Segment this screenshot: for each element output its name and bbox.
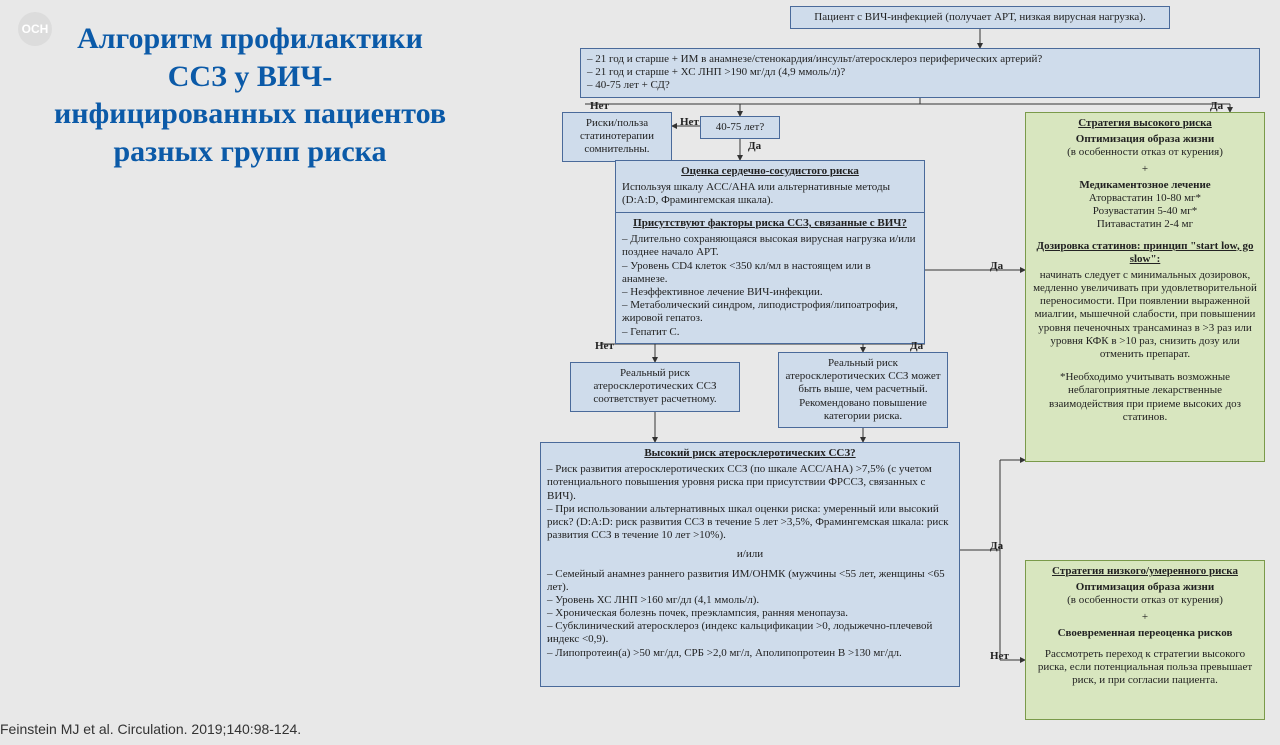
node-n5: Оценка сердечно-сосудистого рискаИспольз… <box>615 160 925 213</box>
node-n9: Высокий риск атеросклеротических ССЗ?– Р… <box>540 442 960 687</box>
node-g1: Стратегия высокого рискаОптимизация обра… <box>1025 112 1265 462</box>
edge-label: Да <box>910 340 923 352</box>
page-title: Алгоритм профилактики ССЗ у ВИЧ-инфициро… <box>50 20 450 170</box>
node-n3: Риски/польза статинотерапии сомнительны. <box>562 112 672 162</box>
node-n8: Реальный риск атеросклеротических ССЗ мо… <box>778 352 948 428</box>
node-g2: Стратегия низкого/умеренного рискаОптими… <box>1025 560 1265 720</box>
node-n1: Пациент с ВИЧ-инфекцией (получает АРТ, н… <box>790 6 1170 29</box>
edge-label: Да <box>748 140 761 152</box>
node-n2: – 21 год и старше + ИМ в анамнезе/стенок… <box>580 48 1260 98</box>
edge-label: Нет <box>595 340 614 352</box>
edge-label: Нет <box>590 100 609 112</box>
edge-label: Да <box>990 540 1003 552</box>
badge: OCH <box>18 12 52 46</box>
edge-label: Да <box>1210 100 1223 112</box>
node-n7: Реальный риск атеросклеротических ССЗ со… <box>570 362 740 412</box>
edge-label: Да <box>990 260 1003 272</box>
node-n4: 40-75 лет? <box>700 116 780 139</box>
node-n6: Присутствуют факторы риска ССЗ, связанны… <box>615 212 925 344</box>
edge-label: Нет <box>990 650 1009 662</box>
edge-label: Нет <box>680 116 699 128</box>
citation: Feinstein MJ et al. Circulation. 2019;14… <box>0 721 301 737</box>
